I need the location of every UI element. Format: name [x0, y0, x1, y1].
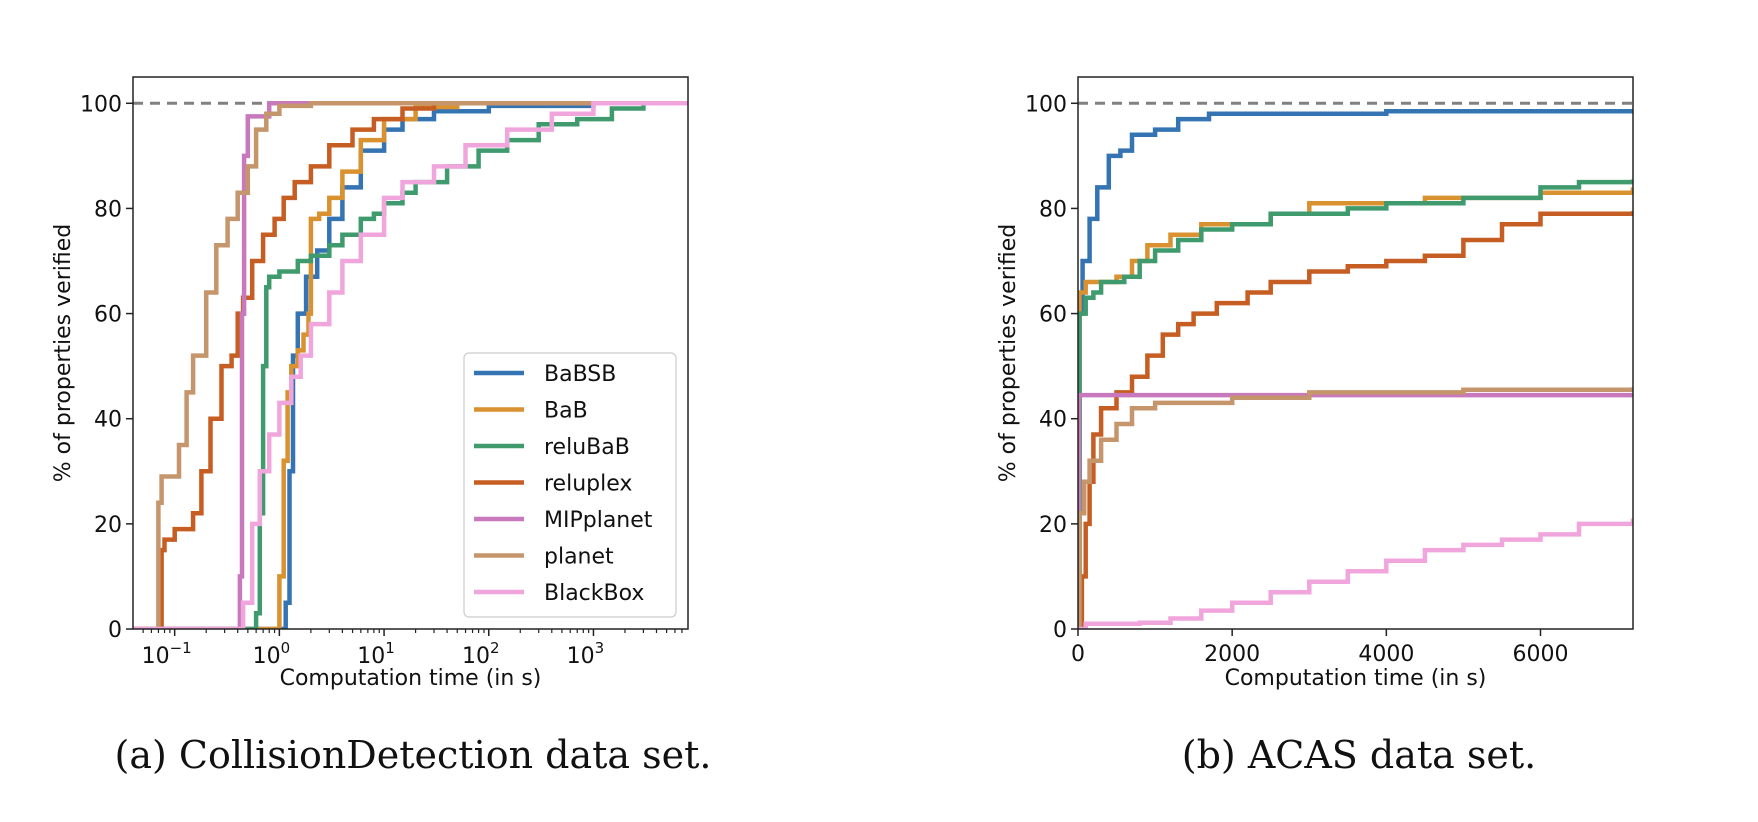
x-tick-label-base: 10: [253, 644, 281, 669]
chart-acas: 0 20 40 60 80 100 0 2000 4000 6000 Computation tim…: [996, 76, 1634, 691]
x-tick-label-base: 10: [567, 644, 595, 669]
x-tick-label-exponent: −1: [170, 639, 192, 657]
y-tick-label: 0: [108, 618, 122, 643]
axes-frame: [1077, 76, 1634, 630]
y-tick-label: 60: [94, 303, 122, 328]
x-tick-label: 6000: [1513, 642, 1569, 667]
plot-area: [133, 101, 688, 629]
legend-label: MIPplanet: [544, 508, 653, 533]
x-tick-label: 102: [462, 639, 500, 669]
y-tick-label: 80: [1039, 197, 1067, 222]
y-tick-label: 40: [94, 408, 122, 433]
legend-label: BlackBox: [544, 581, 644, 606]
series-line-relubab: [133, 101, 688, 629]
legend-box: [463, 352, 677, 618]
y-tick-label: 20: [1039, 513, 1067, 538]
legend-label: reluBaB: [544, 435, 630, 460]
legend: BaBSB BaB reluBaB reluplex MIPplanet planet Bl…: [463, 352, 677, 618]
y-axis-label: % of properties verified: [996, 224, 1021, 482]
x-tick-label: 103: [567, 639, 605, 669]
legend-label: BaBSB: [544, 362, 616, 387]
y-tick-label: 40: [1039, 408, 1067, 433]
plot-area: [1078, 108, 1633, 629]
series-line-reluplex: [133, 101, 688, 629]
series-line-planet: [1078, 387, 1633, 629]
caption-a: (a) CollisionDetection data set.: [115, 733, 712, 777]
x-tick-label-base: 10: [142, 644, 170, 669]
x-tick-label-exponent: 2: [490, 639, 500, 657]
y-tick-label: 80: [94, 197, 122, 222]
y-tick-label: 100: [1025, 92, 1067, 117]
series-line-babsb: [133, 101, 688, 629]
x-tick-label: 101: [357, 639, 395, 669]
x-tick-label-exponent: 1: [385, 639, 395, 657]
series-line-babsb: [1078, 108, 1633, 629]
series-line-blackbox: [133, 101, 688, 629]
x-tick-label-exponent: 0: [281, 639, 291, 657]
legend-label: planet: [544, 545, 614, 570]
series-line-bab: [1078, 187, 1633, 629]
axes-frame: [132, 76, 689, 630]
x-tick-label: 2000: [1204, 642, 1260, 667]
y-tick-label: 60: [1039, 303, 1067, 328]
series-line-mipplanet: [1078, 392, 1633, 629]
x-axis-label: Computation time (in s): [1225, 666, 1487, 691]
x-tick-label-base: 10: [462, 644, 490, 669]
y-tick-label: 0: [1053, 618, 1067, 643]
x-tick-label: 100: [253, 639, 291, 669]
series-line-planet: [133, 101, 688, 629]
series-line-blackbox: [1078, 518, 1633, 629]
x-tick-label: 10−1: [142, 639, 192, 669]
caption-b: (b) ACAS data set.: [1182, 733, 1536, 777]
y-tick-label: 100: [80, 92, 122, 117]
series-line-reluplex: [1078, 211, 1633, 629]
legend-label: reluplex: [544, 472, 632, 497]
legend-label: BaB: [544, 399, 588, 424]
y-axis-label: % of properties verified: [51, 224, 76, 482]
y-tick-label: 20: [94, 513, 122, 538]
x-tick-label-exponent: 3: [595, 639, 605, 657]
x-tick-label: 0: [1071, 642, 1085, 667]
series-line-relubab: [1078, 179, 1633, 629]
x-tick-label-base: 10: [357, 644, 385, 669]
x-tick-label: 4000: [1358, 642, 1414, 667]
x-axis-label: Computation time (in s): [280, 666, 542, 691]
series-line-bab: [133, 101, 688, 629]
